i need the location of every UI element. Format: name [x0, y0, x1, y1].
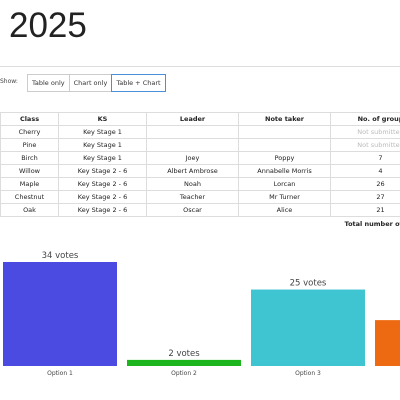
table-cell: Poppy: [238, 151, 331, 165]
chart: 34 votes Option 1 2 votes Option 2 25 votes O…: [3, 251, 400, 377]
table-cell: Willow: [0, 164, 59, 178]
table-cell: 21: [330, 203, 400, 217]
table-cell: Not submitted: [330, 125, 400, 139]
table-cell: [146, 138, 239, 152]
table-cell: Key Stage 1: [58, 125, 147, 139]
column-header: Class: [0, 112, 59, 126]
column-header: Leader: [146, 112, 239, 126]
divider: [0, 66, 400, 67]
table-cell: Oak: [0, 203, 59, 217]
x-tick-label: Option 1: [47, 370, 73, 377]
table-row: Cherry Key Stage 1 Not submitted: [0, 125, 400, 139]
table-footer: Total number of: [0, 216, 400, 231]
value-label: 25 votes: [290, 279, 327, 289]
table-cell: Annabelle Morris: [238, 164, 331, 178]
groups-table: Class KS Leader Note taker No. of group Cher…: [0, 112, 400, 231]
table-cell: Noah: [146, 177, 239, 191]
page-title: 2025: [9, 6, 87, 45]
header-row: Class KS Leader Note taker No. of group: [0, 112, 400, 126]
value-label: 34 votes: [42, 251, 79, 261]
table-cell: Joey: [146, 151, 239, 165]
table-row: Birch Key Stage 1 Joey Poppy 7: [0, 151, 400, 165]
toggle-button[interactable]: Table + Chart: [111, 74, 166, 92]
table-body: Cherry Key Stage 1 Not submitted Pine Key St…: [0, 125, 400, 231]
bar: [127, 359, 241, 366]
table-row: Maple Key Stage 2 - 6 Noah Lorcan 26: [0, 177, 400, 191]
table-cell: [238, 125, 331, 139]
table-cell: Key Stage 1: [58, 151, 147, 165]
bar: [251, 289, 365, 366]
table-cell: Alice: [238, 203, 331, 217]
table-cell: 7: [330, 151, 400, 165]
x-tick-label: Option 3: [295, 370, 321, 377]
column-header: Note taker: [238, 112, 331, 126]
table-cell: [146, 125, 239, 139]
table-cell: Key Stage 2 - 6: [58, 190, 147, 204]
view-toggle: Table only Chart only Table + Chart: [27, 74, 166, 92]
table-cell: Cherry: [0, 125, 59, 139]
table-cell: Teacher: [146, 190, 239, 204]
table-row: Willow Key Stage 2 - 6 Albert Ambrose Annab…: [0, 164, 400, 178]
toggle-button[interactable]: Chart only: [68, 74, 113, 92]
table-cell: 26: [330, 177, 400, 191]
table-cell: Birch: [0, 151, 59, 165]
table-container: Class KS Leader Note taker No. of group Cher…: [0, 112, 400, 231]
column-header: No. of group: [330, 112, 400, 126]
table-cell: 4: [330, 164, 400, 178]
value-label: 2 votes: [168, 349, 200, 359]
footer-row: Total number of: [0, 216, 400, 231]
bar: [3, 262, 117, 366]
table-cell: Pine: [0, 138, 59, 152]
table-cell: Mr Turner: [238, 190, 331, 204]
table-row: Oak Key Stage 2 - 6 Oscar Alice 21: [0, 203, 400, 217]
table-cell: [238, 138, 331, 152]
table-cell: Key Stage 2 - 6: [58, 203, 147, 217]
table-cell: Key Stage 1: [58, 138, 147, 152]
toggle-button[interactable]: Table only: [27, 74, 70, 92]
table-cell: Chestnut: [0, 190, 59, 204]
table-cell: Albert Ambrose: [146, 164, 239, 178]
table-cell: Key Stage 2 - 6: [58, 177, 147, 191]
show-label: Show:: [0, 78, 18, 85]
column-header: KS: [58, 112, 147, 126]
table-cell: Key Stage 2 - 6: [58, 164, 147, 178]
table-cell: Not submitted: [330, 138, 400, 152]
table-row: Chestnut Key Stage 2 - 6 Teacher Mr Turner 2…: [0, 190, 400, 204]
table-cell: Lorcan: [238, 177, 331, 191]
table-cell: Oscar: [146, 203, 239, 217]
bar: [375, 320, 400, 366]
table-cell: 27: [330, 190, 400, 204]
x-tick-label: Option 2: [171, 370, 197, 377]
table-row: Pine Key Stage 1 Not submitted: [0, 138, 400, 152]
table-cell: Maple: [0, 177, 59, 191]
